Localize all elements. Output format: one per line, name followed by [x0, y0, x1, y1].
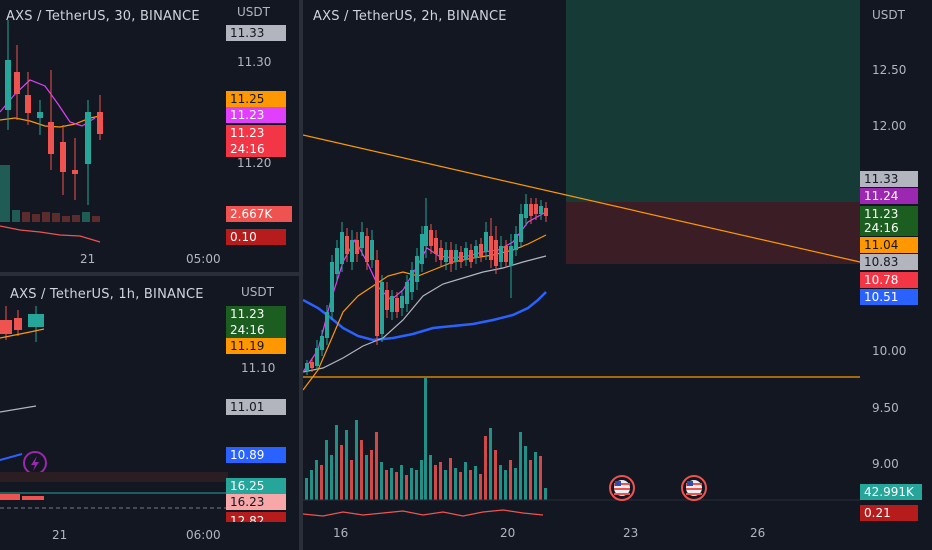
us-flag-event-icon-2: [681, 475, 707, 501]
chart-title-2h[interactable]: AXS / TetherUS, 2h, BINANCE: [313, 9, 507, 24]
price-tag-gray-2h: 10.83: [860, 254, 918, 270]
price-tick-2h-2: 10.00: [872, 344, 907, 358]
trendline: [303, 134, 861, 263]
indicator-line-2h: [303, 509, 544, 517]
price-tag-purple-30m: 11.23: [226, 107, 286, 123]
price-tick-2h-0: 12.50: [872, 63, 907, 77]
price-tick-2h-4: 9.00: [872, 457, 899, 471]
currency-label-2h: USDT: [872, 8, 905, 22]
ma-blue-2h: [303, 291, 547, 342]
time-tick-30m-0: 21: [80, 252, 96, 266]
ma-blue-1h: [0, 453, 23, 461]
candles-30m: [5, 20, 103, 205]
panel-divider-vertical[interactable]: [299, 0, 303, 550]
chart-30m-canvas[interactable]: [0, 0, 299, 272]
price-tag-gray-1h: 11.01: [226, 399, 286, 415]
currency-label-1h: USDT: [241, 285, 274, 299]
price-tag-last-2h: 11.23: [860, 206, 918, 222]
time-tick-2h-2: 23: [623, 526, 639, 540]
price-tag-pink-1h: 16.23: [226, 494, 286, 510]
price-tag-green-1h: 16.25: [226, 478, 286, 494]
us-flag-event-icon: [609, 475, 635, 501]
chart-title-30m[interactable]: AXS / TetherUS, 30, BINANCE: [6, 9, 200, 24]
price-tag-orange-1h: 11.19: [226, 338, 286, 354]
time-tick-2h-3: 26: [750, 526, 766, 540]
countdown-tag-30m: 24:16: [226, 141, 286, 157]
price-axis-30m[interactable]: USDT 11.33 11.30 11.25 11.23 11.23 24:16…: [225, 0, 299, 250]
volume-bars-30m: [0, 165, 100, 222]
volume-tag-30m: 2.667K: [226, 206, 292, 222]
price-tag-red-2h: 10.78: [860, 272, 918, 288]
price-tag-orange-30m: 11.25: [226, 91, 286, 107]
countdown-tag-1h: 24:16: [226, 322, 286, 338]
time-tick-2h-1: 20: [500, 526, 516, 540]
indicator-line-30m: [0, 225, 101, 243]
price-tag-red-1h: 12.82: [226, 512, 286, 522]
price-tag-last-30m: 11.23: [226, 125, 286, 141]
price-tick-2h-3: 9.50: [872, 401, 899, 415]
chart-panel-2h[interactable]: AXS / TetherUS, 2h, BINANCE USDT 12.50 1…: [303, 0, 932, 550]
ma-orange-1h: [0, 328, 45, 339]
time-tick-1h-1: 06:00: [186, 528, 221, 542]
candles-2h: [305, 194, 548, 375]
price-tag-high-30m: 11.33: [226, 25, 286, 41]
volume-tag-2h: 42.991K: [860, 484, 922, 500]
chart-1h-canvas[interactable]: [0, 276, 299, 550]
price-tick-2h-1: 12.00: [872, 119, 907, 133]
price-tag-purple-2h: 11.24: [860, 188, 918, 204]
volume-bars-2h: [305, 378, 547, 500]
price-tag-orange-2h: 11.04: [860, 237, 918, 253]
lightning-alert-icon: [23, 451, 47, 475]
position-stop-zone: [566, 202, 860, 264]
indicator-tag-30m: 0.10: [226, 229, 286, 245]
currency-label-30m: USDT: [237, 5, 270, 19]
price-tick-1h-0: 11.10: [241, 361, 276, 375]
chart-title-1h[interactable]: AXS / TetherUS, 1h, BINANCE: [10, 287, 204, 302]
ma-gray-1h: [0, 405, 37, 413]
time-tick-1h-0: 21: [52, 528, 68, 542]
price-axis-1h[interactable]: USDT 11.23 24:16 11.19 11.10 11.01 10.89…: [225, 276, 299, 526]
price-axis-2h[interactable]: USDT 12.50 12.00 11.33 11.24 11.23 24:16…: [860, 0, 932, 521]
ma-gray-2h: [303, 255, 547, 373]
chart-panel-30m[interactable]: AXS / TetherUS, 30, BINANCE USDT 11.33 1…: [0, 0, 299, 272]
price-tag-last-1h: 11.23: [226, 306, 286, 322]
price-tick-30m-0: 11.30: [237, 55, 272, 69]
volume-bars-1h: [0, 494, 44, 500]
chart-panel-1h[interactable]: AXS / TetherUS, 1h, BINANCE USDT 11.23 2…: [0, 276, 299, 550]
price-tick-30m-1: 11.20: [237, 156, 272, 170]
time-tick-2h-0: 16: [333, 526, 349, 540]
panel-divider-horizontal[interactable]: [0, 272, 299, 276]
price-tag-blue-1h: 10.89: [226, 447, 286, 463]
price-tag-blue-2h: 10.51: [860, 289, 918, 305]
price-tag-high-2h: 11.33: [860, 171, 918, 187]
position-target-zone: [566, 0, 860, 202]
time-tick-30m-1: 05:00: [186, 252, 221, 266]
countdown-tag-2h: 24:16: [860, 220, 918, 236]
chart-2h-canvas[interactable]: [303, 0, 932, 550]
indicator-tag-2h: 0.21: [860, 505, 918, 521]
candles-1h: [0, 306, 44, 342]
